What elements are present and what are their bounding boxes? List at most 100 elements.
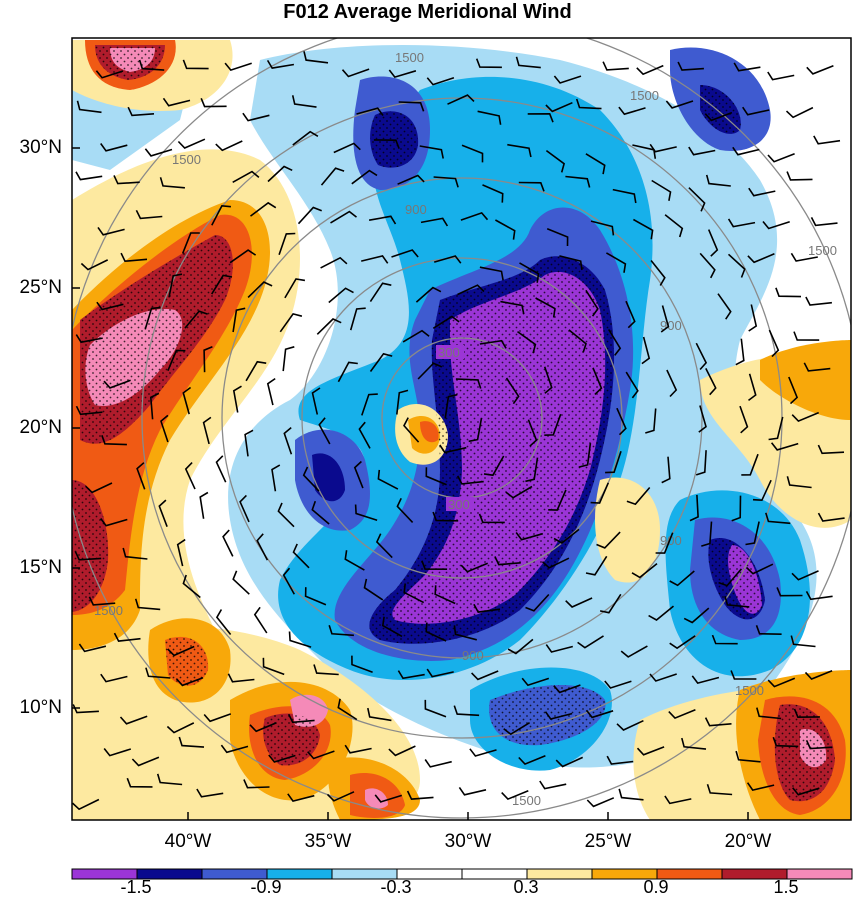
wind-barb: [810, 217, 838, 227]
wind-barb: [704, 717, 732, 727]
wind-barb: [369, 282, 392, 303]
wind-barb: [432, 315, 460, 329]
wind-barb: [539, 780, 567, 790]
wind-barb: [203, 346, 213, 373]
wind-barb: [318, 417, 331, 445]
wind-barb: [666, 369, 678, 398]
ring-label: 300: [448, 497, 470, 512]
wind-barb: [284, 278, 306, 299]
wind-barb: [519, 262, 540, 283]
wind-barb: [585, 153, 606, 175]
wind-barb: [420, 217, 449, 227]
wind-barb: [765, 512, 791, 525]
wind-barb: [403, 583, 425, 604]
wind-barb: [507, 638, 534, 655]
wind-barb: [458, 786, 487, 796]
wind-barb: [553, 684, 581, 694]
wind-barb: [398, 101, 425, 112]
wind-barb: [363, 578, 384, 601]
wind-barb: [303, 51, 329, 64]
wind-barb: [711, 634, 738, 645]
wind-barb: [475, 58, 502, 69]
wind-barb: [177, 138, 206, 149]
wind-barb: [453, 625, 478, 641]
wind-barb: [626, 486, 651, 506]
ring-label: 1500: [808, 243, 837, 258]
wind-barb: [651, 179, 672, 201]
wind-barb: [313, 664, 339, 676]
wind-barb: [577, 635, 604, 649]
map-title: F012 Average Meridional Wind: [283, 1, 572, 23]
wind-barb: [100, 518, 128, 527]
wind-barb: [278, 232, 296, 255]
wind-barb: [805, 739, 833, 750]
wind-barb: [203, 713, 232, 723]
wind-barbs: [72, 51, 845, 811]
wind-barb: [159, 177, 185, 189]
colorbar-label: -0.3: [380, 877, 412, 897]
wind-barb: [756, 707, 782, 720]
wind-barb: [447, 94, 475, 105]
wind-barb: [391, 249, 419, 258]
wind-barb: [103, 379, 131, 389]
wind-barb: [297, 206, 322, 225]
wind-barb: [655, 532, 674, 554]
wind-barb: [279, 312, 303, 333]
wind-barb: [388, 69, 417, 79]
wind-barb: [328, 624, 354, 637]
lat-label: 30°N: [19, 137, 62, 158]
ring-label: 900: [462, 648, 484, 663]
wind-barb: [748, 304, 758, 332]
lat-label: 10°N: [19, 697, 62, 718]
wind-barb: [182, 574, 201, 599]
wind-barb: [222, 529, 234, 557]
wind-barb: [618, 788, 644, 801]
wind-barb: [377, 469, 399, 490]
wind-barb: [469, 748, 497, 757]
wind-barb: [695, 450, 707, 476]
wind-barb: [175, 676, 204, 687]
ring-label: 1500: [735, 683, 764, 698]
wind-barb: [745, 563, 774, 575]
wind-barb: [367, 707, 392, 722]
wind-barb: [311, 387, 321, 415]
colorbar-label: -1.5: [120, 877, 152, 897]
lat-label: 15°N: [19, 557, 62, 578]
wind-barb: [735, 750, 761, 763]
wind-barb: [199, 491, 209, 519]
wind-barb: [527, 419, 538, 447]
wind-barb: [482, 184, 504, 203]
wind-barb: [505, 485, 533, 499]
wind-barb: [770, 442, 799, 451]
wind-barb: [328, 287, 354, 304]
wind-barb: [706, 784, 733, 796]
wind-barb: [402, 329, 430, 343]
wind-barb: [250, 201, 277, 217]
wind-barb: [344, 744, 372, 754]
wind-barb: [232, 570, 250, 595]
wind-barb: [424, 699, 447, 718]
wind-barb: [521, 677, 550, 687]
wind-barb: [590, 482, 610, 504]
wind-barb: [353, 460, 364, 489]
wind-barb: [162, 97, 191, 107]
wind-barb: [291, 95, 317, 108]
wind-barb: [433, 255, 462, 264]
ring-label: 900: [660, 533, 682, 548]
wind-barb: [266, 377, 276, 406]
wind-barb: [247, 281, 273, 298]
wind-barb: [432, 511, 459, 522]
wind-barb: [792, 787, 820, 796]
wind-barb: [705, 368, 717, 396]
wind-barb: [541, 557, 570, 569]
wind-barb: [755, 625, 782, 635]
wind-barb: [727, 253, 746, 278]
wind-barb: [543, 366, 553, 394]
wind-barb: [699, 252, 716, 279]
wind-barb: [805, 296, 832, 306]
wind-barb: [786, 171, 813, 181]
wind-barb: [631, 562, 658, 579]
wind-barb: [167, 645, 195, 657]
wind-barb: [182, 386, 192, 415]
ring-label: 900: [405, 202, 427, 217]
